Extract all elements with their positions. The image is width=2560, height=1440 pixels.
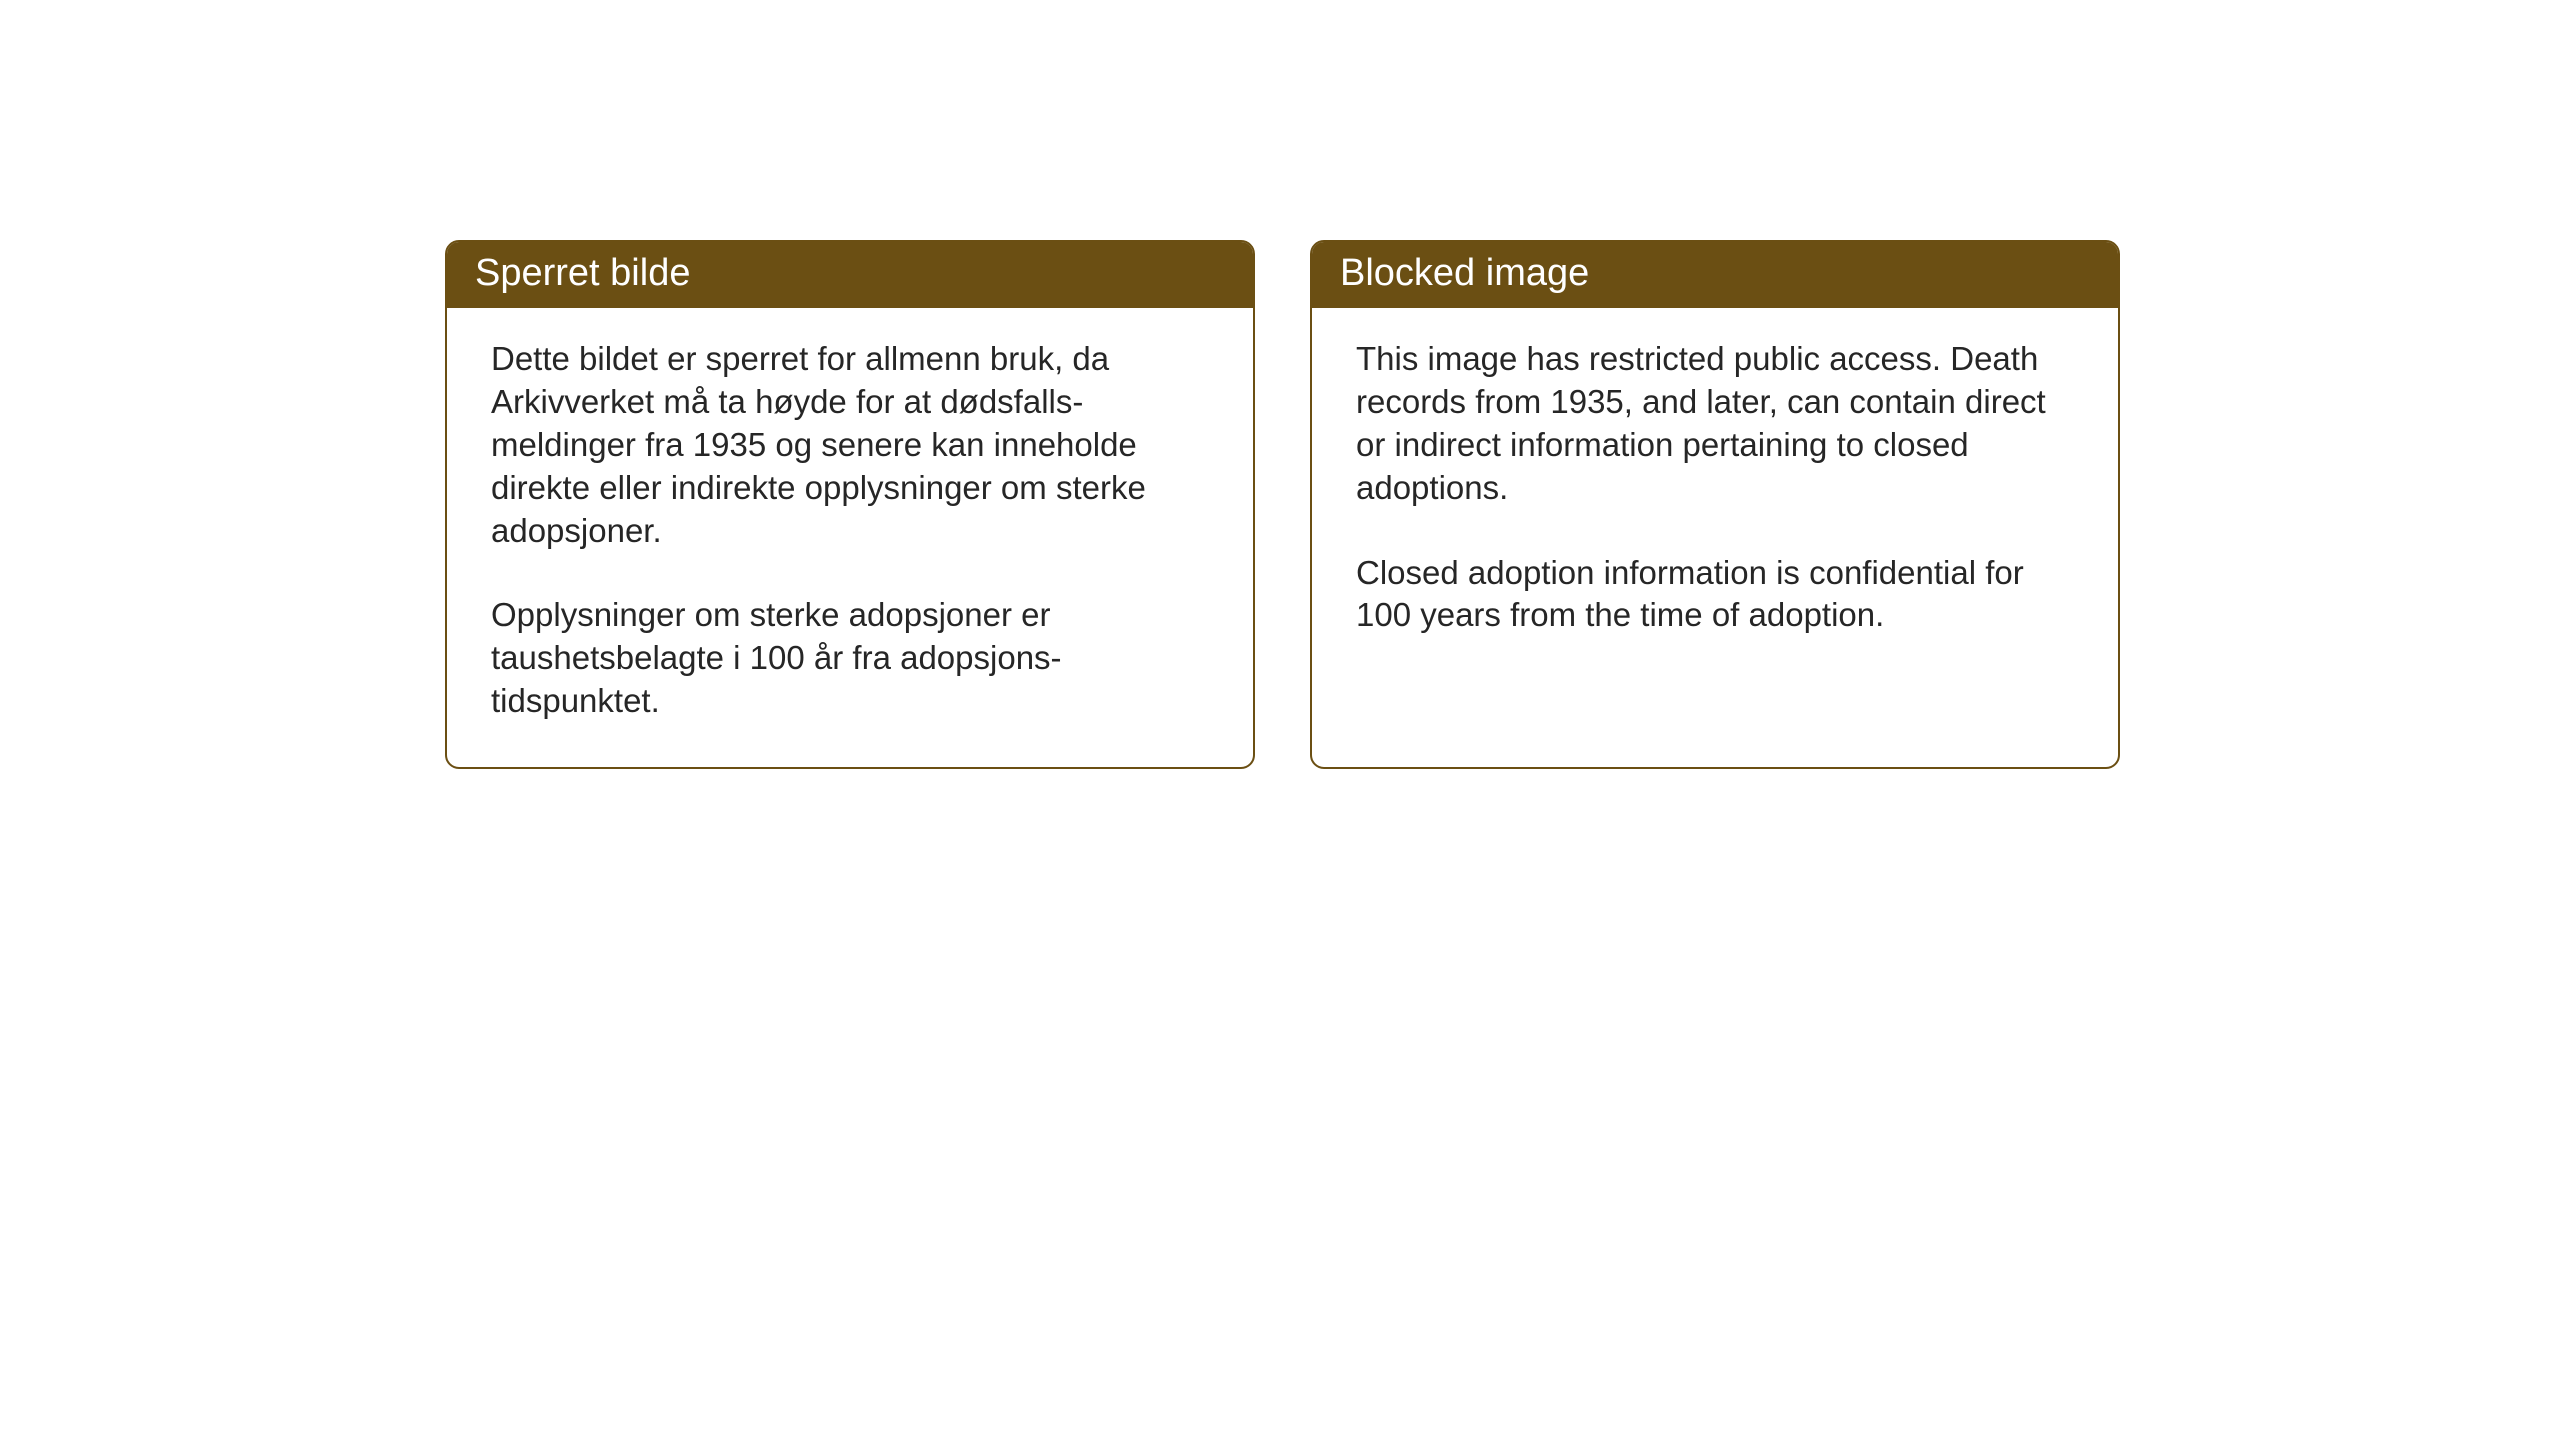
card-paragraph-1-norwegian: Dette bildet er sperret for allmenn bruk… bbox=[491, 338, 1209, 552]
card-norwegian: Sperret bilde Dette bildet er sperret fo… bbox=[445, 240, 1255, 769]
card-header-english: Blocked image bbox=[1312, 242, 2118, 308]
card-body-english: This image has restricted public access.… bbox=[1312, 308, 2118, 707]
card-body-norwegian: Dette bildet er sperret for allmenn bruk… bbox=[447, 308, 1253, 767]
card-paragraph-1-english: This image has restricted public access.… bbox=[1356, 338, 2074, 510]
card-paragraph-2-english: Closed adoption information is confident… bbox=[1356, 552, 2074, 638]
card-english: Blocked image This image has restricted … bbox=[1310, 240, 2120, 769]
cards-container: Sperret bilde Dette bildet er sperret fo… bbox=[0, 0, 2560, 769]
card-header-norwegian: Sperret bilde bbox=[447, 242, 1253, 308]
card-paragraph-2-norwegian: Opplysninger om sterke adopsjoner er tau… bbox=[491, 594, 1209, 723]
